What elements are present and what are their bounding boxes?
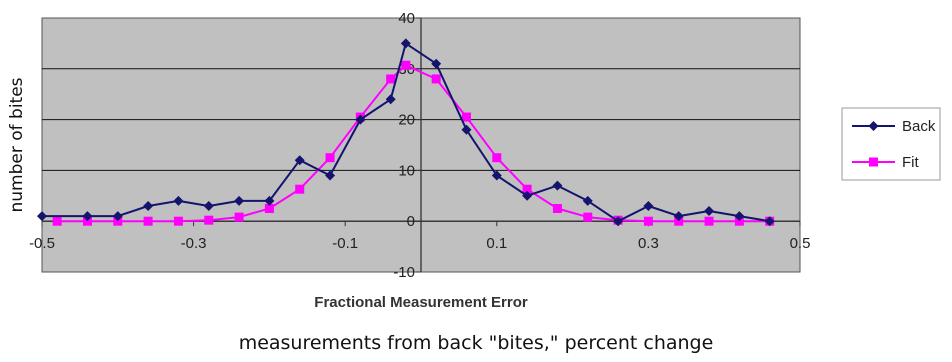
fit-point [552, 204, 562, 213]
fit-point [295, 184, 305, 194]
figure-caption: measurements from back "bites," percent … [238, 332, 714, 354]
back-point [325, 170, 336, 181]
back-point [673, 211, 684, 222]
back-point [734, 211, 745, 222]
legend-fit-marker [869, 157, 878, 167]
back-point [203, 200, 214, 211]
fit-point [234, 212, 244, 222]
x-tick-label: -0.1 [332, 235, 358, 252]
fit-point [461, 112, 471, 122]
fit-point [82, 216, 92, 226]
fit-point [401, 60, 411, 70]
back-point [764, 216, 775, 227]
back-point [400, 38, 411, 49]
fit-point [325, 153, 335, 163]
x-tick-label: 0.3 [638, 235, 659, 252]
y-tick-label: -10 [393, 264, 415, 281]
x-tick-label: 0.5 [790, 235, 811, 252]
back-point [264, 195, 275, 206]
fit-point [643, 216, 653, 226]
fit-point [52, 216, 62, 226]
y-tick-label: 20 [398, 112, 415, 129]
back-point [431, 58, 442, 69]
fit-point [734, 216, 744, 226]
tick-labels: -10010203040-0.5-0.3-0.10.10.30.5 [29, 10, 810, 281]
fit-point [583, 212, 593, 222]
y-tick-label: 40 [398, 10, 415, 27]
back-point [112, 211, 123, 222]
back-point [704, 206, 715, 217]
back-point [173, 195, 184, 206]
legend-fit-label: Fit [902, 154, 919, 171]
y-axis-title: number of bites [7, 77, 27, 212]
legend-back-label: Back [902, 118, 936, 135]
back-point [491, 170, 502, 181]
back-point [613, 216, 624, 227]
x-tick-label: -0.3 [181, 235, 207, 252]
fit-point [143, 216, 153, 226]
back-point [522, 190, 533, 201]
fit-point [386, 74, 396, 84]
series-layer [37, 38, 775, 227]
fit-point [173, 216, 183, 226]
legend-box [841, 107, 941, 181]
x-axis-title: Fractional Measurement Error [314, 294, 528, 311]
y-tick-label: 0 [407, 213, 415, 230]
x-tick-label: 0.1 [486, 235, 507, 252]
fit-point [264, 204, 274, 213]
back-point [385, 94, 396, 105]
legend-back-marker [868, 121, 879, 131]
fit-point [522, 184, 532, 194]
fit-point [704, 216, 714, 226]
legend: Back Fit [841, 107, 941, 181]
back-point [294, 155, 305, 166]
x-tick-label: -0.5 [29, 235, 55, 252]
fit-point [674, 216, 684, 226]
back-point [582, 195, 593, 206]
back-point [355, 114, 366, 125]
back-point [552, 180, 563, 191]
back-point [37, 211, 47, 222]
back-point [234, 195, 245, 206]
back-point [82, 211, 93, 222]
fit-point [113, 216, 123, 226]
fit-point [204, 215, 214, 225]
y-tick-label: 10 [398, 162, 415, 179]
fit-point [431, 74, 441, 84]
back-point [461, 124, 472, 135]
back-point [143, 200, 154, 211]
fit-point [492, 153, 502, 163]
back-point [643, 200, 654, 211]
